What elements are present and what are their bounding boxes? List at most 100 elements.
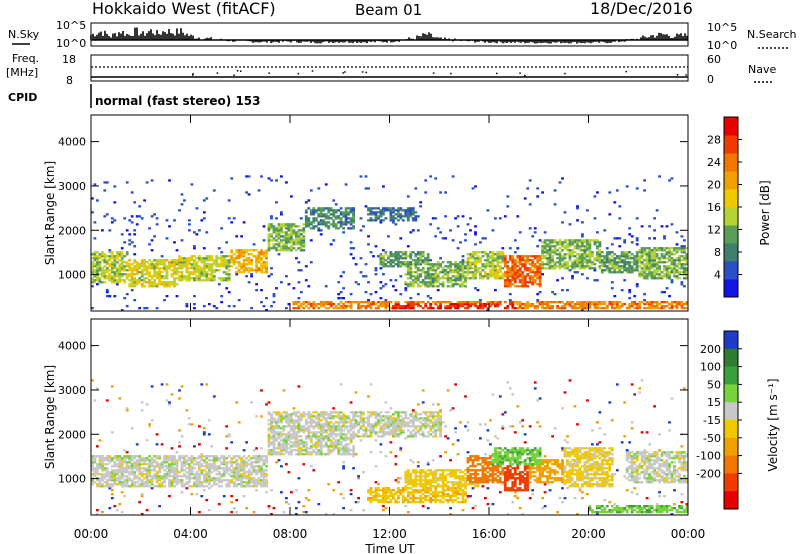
heatmap-cell xyxy=(513,263,517,266)
heatmap-cell xyxy=(160,443,164,446)
heatmap-cell xyxy=(518,271,522,274)
heatmap-cell xyxy=(374,245,378,248)
heatmap-cell xyxy=(103,469,107,472)
heatmap-cell xyxy=(135,265,139,268)
heatmap-cell xyxy=(265,455,268,458)
heatmap-cell xyxy=(96,485,99,488)
heatmap-cell xyxy=(160,475,164,478)
heatmap-cell xyxy=(342,221,345,224)
heatmap-cell xyxy=(133,299,137,302)
heatmap-cell xyxy=(615,237,619,240)
heatmap-cell xyxy=(553,203,557,206)
heatmap-cell xyxy=(180,275,184,278)
heatmap-cell xyxy=(168,481,171,484)
heatmap-cell xyxy=(260,251,263,254)
heatmap-cell xyxy=(155,273,159,276)
heatmap-cell xyxy=(237,421,241,424)
heatmap-cell xyxy=(200,483,204,486)
heatmap-cell xyxy=(188,481,191,484)
heatmap-cell xyxy=(479,241,482,244)
heatmap-cell xyxy=(183,455,186,458)
heatmap-cell xyxy=(202,263,206,266)
heatmap-cell xyxy=(285,231,288,234)
heatmap-cell xyxy=(344,307,348,310)
heatmap-cell xyxy=(113,457,117,460)
heatmap-cell xyxy=(282,225,286,228)
heatmap-cell xyxy=(260,485,263,488)
heatmap-cell xyxy=(625,253,629,256)
heatmap-cell xyxy=(170,485,174,488)
heatmap-cell xyxy=(546,249,549,252)
heatmap-cell xyxy=(212,461,216,464)
heatmap-cell xyxy=(195,481,199,484)
heatmap-cell xyxy=(548,243,552,246)
heatmap-cell xyxy=(653,263,656,266)
heatmap-cell xyxy=(93,457,97,460)
heatmap-cell xyxy=(180,457,184,460)
heatmap-cell xyxy=(498,267,502,270)
heatmap-cell xyxy=(138,485,142,488)
heatmap-cell xyxy=(620,259,624,262)
heatmap-cell xyxy=(297,425,301,428)
heatmap-cell xyxy=(523,261,527,264)
heatmap-cell xyxy=(158,485,161,488)
heatmap-cell xyxy=(110,255,114,258)
heatmap-cell xyxy=(526,281,530,284)
freq-tick-bottom: 8 xyxy=(66,74,73,87)
heatmap-cell xyxy=(523,285,527,288)
heatmap-cell xyxy=(683,285,686,288)
heatmap-cell xyxy=(225,259,229,262)
heatmap-cell xyxy=(317,215,321,218)
heatmap-cell xyxy=(163,475,166,478)
heatmap-cell xyxy=(324,207,328,210)
heatmap-cell xyxy=(486,307,490,310)
heatmap-cell xyxy=(401,253,405,256)
heatmap-cell xyxy=(160,283,164,286)
heatmap-cell xyxy=(292,421,296,424)
heatmap-cell xyxy=(454,305,457,308)
heatmap-cell xyxy=(237,457,241,460)
heatmap-cell xyxy=(389,213,393,216)
heatmap-cell xyxy=(125,275,129,278)
heatmap-cell xyxy=(538,265,542,268)
heatmap-cell xyxy=(620,261,624,264)
heatmap-cell xyxy=(272,435,276,438)
heatmap-cell xyxy=(173,267,176,270)
heatmap-cell xyxy=(523,263,527,266)
heatmap-cell xyxy=(588,259,592,262)
heatmap-cell xyxy=(404,305,408,308)
heatmap-cell xyxy=(399,293,403,296)
heatmap-cell xyxy=(103,265,107,268)
heatmap-cell xyxy=(474,267,477,270)
heatmap-cell xyxy=(130,463,134,466)
heatmap-cell xyxy=(202,275,206,278)
heatmap-cell xyxy=(660,301,664,304)
heatmap-cell xyxy=(489,257,492,260)
heatmap-cell xyxy=(521,273,525,276)
heatmap-cell xyxy=(287,223,291,226)
heatmap-cell xyxy=(434,285,438,288)
heatmap-cell xyxy=(133,461,137,464)
heatmap-cell xyxy=(130,271,134,274)
heatmap-cell xyxy=(521,275,525,278)
heatmap-cell xyxy=(643,277,646,280)
heatmap-cell xyxy=(511,283,515,286)
heatmap-cell xyxy=(648,305,651,308)
heatmap-cell xyxy=(193,459,196,462)
heatmap-cell xyxy=(678,267,681,270)
heatmap-cell xyxy=(299,425,303,428)
heatmap-cell xyxy=(173,271,176,274)
heatmap-cell xyxy=(128,263,132,266)
heatmap-cell xyxy=(220,463,224,466)
heatmap-cell xyxy=(416,301,420,304)
heatmap-cell xyxy=(110,257,114,260)
heatmap-cell xyxy=(581,257,584,260)
heatmap-cell xyxy=(484,273,487,276)
heatmap-cell xyxy=(170,457,174,460)
heatmap-cell xyxy=(285,421,288,424)
heatmap-cell xyxy=(650,271,654,274)
heatmap-cell xyxy=(588,253,592,256)
heatmap-cell xyxy=(115,455,119,458)
heatmap-cell xyxy=(680,281,684,284)
heatmap-cell xyxy=(140,479,144,482)
